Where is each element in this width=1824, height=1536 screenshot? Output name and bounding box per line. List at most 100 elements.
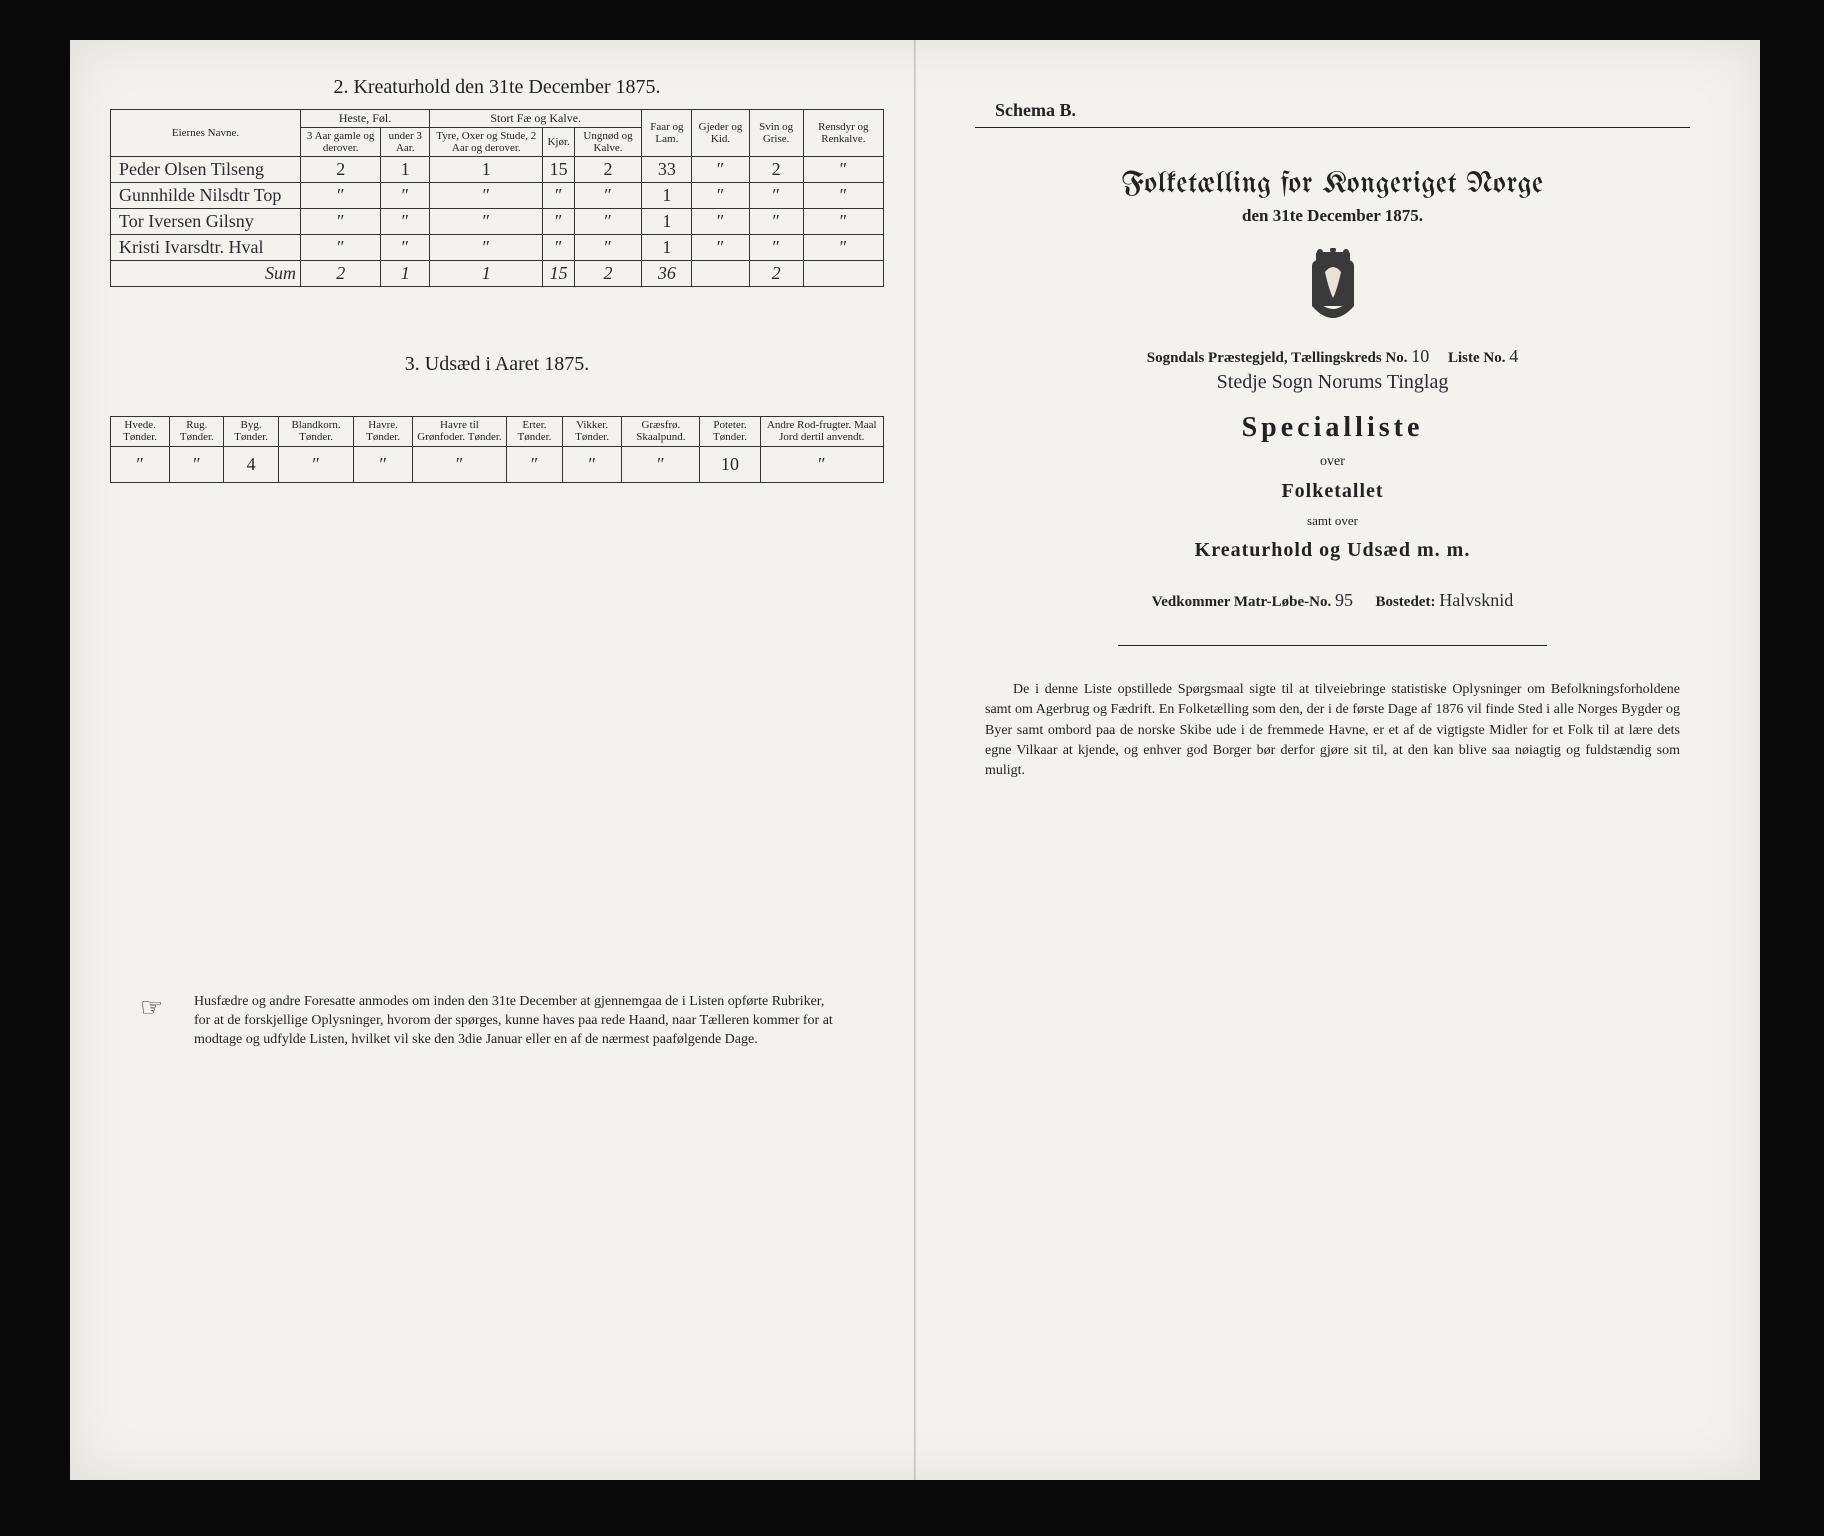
cell-value: ″ (574, 235, 642, 261)
sum-cell: 2 (749, 261, 803, 287)
census-subtitle: den 31te December 1875. (975, 206, 1690, 226)
samt-over-label: samt over (975, 513, 1690, 529)
cell-value: ″ (803, 235, 883, 261)
cell-value: ″ (749, 235, 803, 261)
cell-value: ″ (301, 183, 381, 209)
seed-cell: ″ (622, 446, 700, 482)
section3-title: 3. Udsæd i Aaret 1875. (110, 353, 884, 376)
schema-label: Schema B. (995, 100, 1690, 121)
liste-no: 4 (1509, 346, 1518, 366)
schema-rule (975, 127, 1690, 128)
sum-cell (803, 261, 883, 287)
section2-title: 2. Kreaturhold den 31te December 1875. (110, 76, 884, 99)
bosted-name: Halvsknid (1439, 590, 1513, 610)
cell-value: ″ (803, 183, 883, 209)
sum-row: Sum211152362 (111, 261, 884, 287)
seed-col-header: Havre. Tønder. (354, 417, 412, 446)
cell-value: ″ (301, 235, 381, 261)
seed-cell: ″ (412, 446, 506, 482)
seed-col-header: Blandkorn. Tønder. (278, 417, 354, 446)
cell-value: ″ (574, 209, 642, 235)
cell-value: 33 (642, 157, 692, 183)
cell-value: ″ (692, 157, 749, 183)
cell-value: ″ (381, 209, 430, 235)
col-stor-a: Tyre, Oxer og Stude, 2 Aar og derover. (430, 128, 543, 157)
cell-value: ″ (430, 235, 543, 261)
kreds-no: 10 (1411, 346, 1429, 366)
sum-cell: 2 (301, 261, 381, 287)
seed-cell: 4 (224, 446, 278, 482)
cell-value: 1 (381, 157, 430, 183)
table-row: Gunnhilde Nilsdtr Top″″″″″1″″″ (111, 183, 884, 209)
over-label: over (975, 454, 1690, 470)
col-heste-a: 3 Aar gamle og derover. (301, 128, 381, 157)
cell-value: ″ (543, 209, 574, 235)
seed-col-header: Græsfrø. Skaalpund. (622, 417, 700, 446)
owner-name: Kristi Ivarsdtr. Hval (111, 235, 301, 261)
cell-value: ″ (692, 209, 749, 235)
sum-cell: 2 (574, 261, 642, 287)
seed-col-header: Erter. Tønder. (507, 417, 563, 446)
cell-value: ″ (749, 209, 803, 235)
cell-value: ″ (543, 235, 574, 261)
table-row: Tor Iversen Gilsny″″″″″1″″″ (111, 209, 884, 235)
cell-value: 2 (574, 157, 642, 183)
seed-col-header: Andre Rod-frugter. Maal Jord dertil anve… (760, 417, 883, 446)
sum-label: Sum (111, 261, 301, 287)
owner-name: Peder Olsen Tilseng (111, 157, 301, 183)
cell-value: ″ (381, 235, 430, 261)
grp-heste: Heste, Føl. (301, 110, 430, 128)
seed-col-header: Vikker. Tønder. (562, 417, 622, 446)
table-row: Kristi Ivarsdtr. Hval″″″″″1″″″ (111, 235, 884, 261)
livestock-table: Eiernes Navne. Heste, Føl. Stort Fæ og K… (110, 109, 884, 287)
seed-cell: ″ (562, 446, 622, 482)
col-gjeder: Gjeder og Kid. (692, 110, 749, 157)
cell-value: 1 (642, 235, 692, 261)
col-svin: Svin og Grise. (749, 110, 803, 157)
col-stor-b: Kjør. (543, 128, 574, 157)
seed-cell: ″ (278, 446, 354, 482)
scanned-book-spread: 2. Kreaturhold den 31te December 1875. E… (70, 40, 1760, 1480)
seed-col-header: Havre til Grønfoder. Tønder. (412, 417, 506, 446)
cell-value: 2 (301, 157, 381, 183)
cell-value: ″ (301, 209, 381, 235)
seed-col-header: Hvede. Tønder. (111, 417, 170, 446)
cell-value: ″ (543, 183, 574, 209)
matr-line: Vedkommer Matr-Løbe-No. 95 Bostedet: Hal… (975, 590, 1690, 611)
col-rensdyr: Rensdyr og Renkalve. (803, 110, 883, 157)
footnote-text: Husfædre og andre Foresatte anmodes om i… (194, 993, 840, 1050)
table-row: Peder Olsen Tilseng21115233″2″ (111, 157, 884, 183)
seed-cell: 10 (700, 446, 760, 482)
parish-line: Sogndals Præstegjeld, Tællingskreds No. … (975, 346, 1690, 367)
divider-rule (1118, 645, 1547, 646)
cell-value: ″ (749, 183, 803, 209)
seed-cell: ″ (760, 446, 883, 482)
matr-no: 95 (1335, 590, 1353, 610)
kreaturhold-heading: Kreaturhold og Udsæd m. m. (975, 539, 1690, 562)
seed-cell: ″ (111, 446, 170, 482)
specialliste-heading: Specialliste (975, 412, 1690, 444)
intro-paragraph: De i denne Liste opstillede Spørgsmaal s… (975, 680, 1690, 781)
cell-value: ″ (430, 183, 543, 209)
sum-cell (692, 261, 749, 287)
cell-value: 2 (749, 157, 803, 183)
sum-cell: 1 (381, 261, 430, 287)
cell-value: ″ (430, 209, 543, 235)
grp-storfae: Stort Fæ og Kalve. (430, 110, 642, 128)
cell-value: 1 (642, 183, 692, 209)
seed-col-header: Byg. Tønder. (224, 417, 278, 446)
cell-value: 15 (543, 157, 574, 183)
cell-value: ″ (692, 235, 749, 261)
cell-value: ″ (803, 209, 883, 235)
footnote-block: ☞ Husfædre og andre Foresatte anmodes om… (140, 993, 840, 1050)
sum-cell: 36 (642, 261, 692, 287)
owner-name: Tor Iversen Gilsny (111, 209, 301, 235)
owner-name: Gunnhilde Nilsdtr Top (111, 183, 301, 209)
folketallet-heading: Folketallet (975, 480, 1690, 503)
sum-cell: 15 (543, 261, 574, 287)
cell-value: 1 (642, 209, 692, 235)
sum-cell: 1 (430, 261, 543, 287)
cell-value: 1 (430, 157, 543, 183)
census-title: Folketælling for Kongeriget Norge (975, 168, 1690, 200)
cell-value: ″ (381, 183, 430, 209)
